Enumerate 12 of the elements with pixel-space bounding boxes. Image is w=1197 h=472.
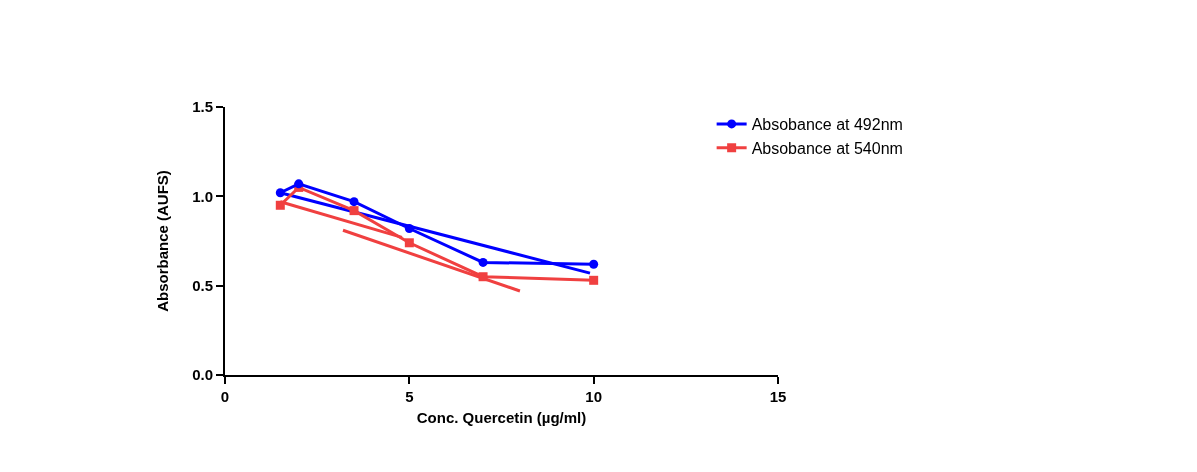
legend-label: Absobance at 540nm [751, 139, 903, 157]
y-axis-title: Absorbance (AUFS) [153, 170, 171, 312]
y-tick-label: 1.0 [192, 187, 213, 205]
x-axis-title: Conc. Quercetin (µg/ml) [416, 408, 587, 426]
y-tick-label: 0.5 [192, 276, 213, 294]
x-tick-label: 10 [585, 388, 603, 405]
y-tick-label: 0.0 [192, 366, 213, 384]
x-tick-label: 0 [220, 388, 230, 405]
legend-label: Absobance at 492nm [751, 116, 903, 134]
x-tick-label: 5 [405, 388, 414, 405]
y-tick-label: 1.5 [192, 98, 213, 116]
x-tick-label: 15 [769, 388, 787, 405]
